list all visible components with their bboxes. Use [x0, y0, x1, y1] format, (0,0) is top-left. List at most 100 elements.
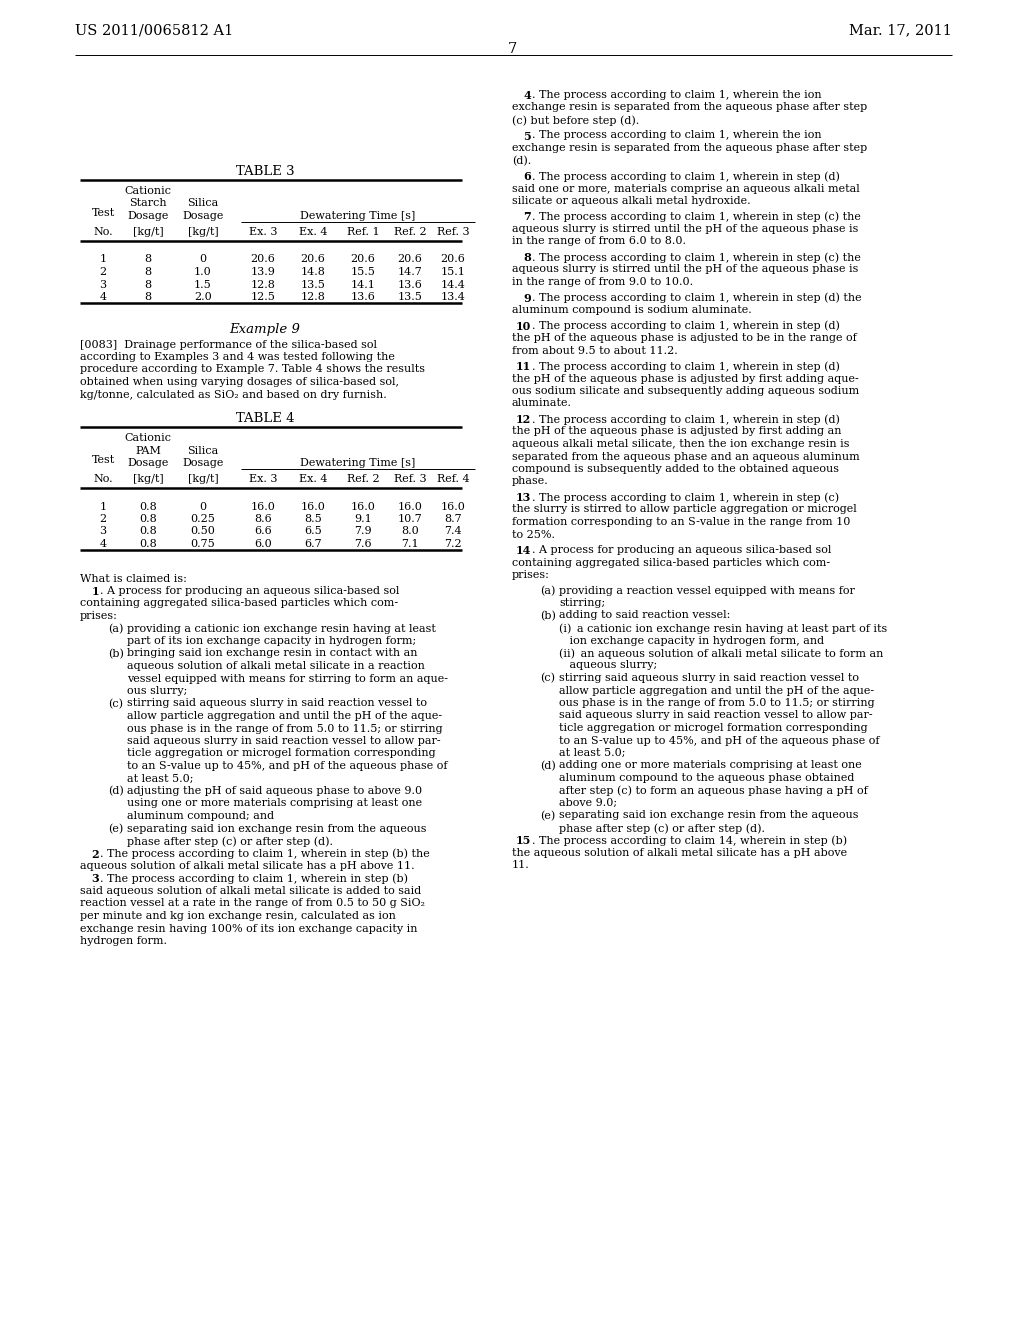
Text: ous phase is in the range of from 5.0 to 11.5; or stirring: ous phase is in the range of from 5.0 to…: [127, 723, 442, 734]
Text: (e): (e): [540, 810, 555, 821]
Text: 6.0: 6.0: [254, 539, 272, 549]
Text: 7.2: 7.2: [444, 539, 462, 549]
Text: What is claimed is:: What is claimed is:: [80, 573, 186, 583]
Text: aqueous alkali metal silicate, then the ion exchange resin is: aqueous alkali metal silicate, then the …: [512, 440, 850, 449]
Text: 0: 0: [200, 255, 207, 264]
Text: 7.1: 7.1: [401, 539, 419, 549]
Text: . The process according to claim 1, wherein in step (b): . The process according to claim 1, wher…: [100, 874, 408, 884]
Text: Test: Test: [91, 455, 115, 465]
Text: phase after step (c) or after step (d).: phase after step (c) or after step (d).: [127, 836, 333, 846]
Text: 7.6: 7.6: [354, 539, 372, 549]
Text: silicate or aqueous alkali metal hydroxide.: silicate or aqueous alkali metal hydroxi…: [512, 195, 751, 206]
Text: 20.6: 20.6: [440, 255, 466, 264]
Text: stirring;: stirring;: [559, 598, 605, 609]
Text: exchange resin is separated from the aqueous phase after step: exchange resin is separated from the aqu…: [512, 143, 867, 153]
Text: Ex. 4: Ex. 4: [299, 227, 328, 238]
Text: 11: 11: [516, 360, 531, 372]
Text: (d): (d): [108, 785, 124, 796]
Text: . A process for producing an aqueous silica-based sol: . A process for producing an aqueous sil…: [100, 586, 399, 597]
Text: prises:: prises:: [80, 611, 118, 620]
Text: adding to said reaction vessel:: adding to said reaction vessel:: [559, 610, 730, 620]
Text: 14.1: 14.1: [350, 280, 376, 289]
Text: Mar. 17, 2011: Mar. 17, 2011: [849, 22, 952, 37]
Text: 2: 2: [99, 267, 106, 277]
Text: after step (c) to form an aqueous phase having a pH of: after step (c) to form an aqueous phase …: [559, 785, 867, 796]
Text: using one or more materials comprising at least one: using one or more materials comprising a…: [127, 799, 422, 808]
Text: Dosage: Dosage: [127, 458, 169, 469]
Text: 1.0: 1.0: [195, 267, 212, 277]
Text: said aqueous slurry in said reaction vessel to allow par-: said aqueous slurry in said reaction ves…: [559, 710, 872, 721]
Text: adding one or more materials comprising at least one: adding one or more materials comprising …: [559, 760, 862, 771]
Text: Dosage: Dosage: [182, 458, 223, 469]
Text: 6: 6: [523, 172, 531, 182]
Text: to 25%.: to 25%.: [512, 529, 555, 540]
Text: 9: 9: [523, 293, 531, 304]
Text: per minute and kg ion exchange resin, calculated as ion: per minute and kg ion exchange resin, ca…: [80, 911, 396, 921]
Text: (b): (b): [540, 610, 556, 620]
Text: separating said ion exchange resin from the aqueous: separating said ion exchange resin from …: [127, 824, 427, 833]
Text: part of its ion exchange capacity in hydrogen form;: part of its ion exchange capacity in hyd…: [127, 636, 416, 645]
Text: ticle aggregation or microgel formation corresponding: ticle aggregation or microgel formation …: [127, 748, 435, 759]
Text: 13: 13: [516, 492, 531, 503]
Text: Ex. 3: Ex. 3: [249, 227, 278, 238]
Text: 16.0: 16.0: [440, 502, 466, 511]
Text: aluminum compound to the aqueous phase obtained: aluminum compound to the aqueous phase o…: [559, 774, 854, 783]
Text: aqueous slurry;: aqueous slurry;: [559, 660, 657, 671]
Text: Ref. 1: Ref. 1: [347, 227, 379, 238]
Text: 16.0: 16.0: [251, 502, 275, 511]
Text: at least 5.0;: at least 5.0;: [559, 748, 626, 758]
Text: to an S-value up to 45%, and pH of the aqueous phase of: to an S-value up to 45%, and pH of the a…: [559, 735, 880, 746]
Text: 5: 5: [523, 131, 531, 141]
Text: Starch: Starch: [129, 198, 167, 209]
Text: [kg/t]: [kg/t]: [133, 227, 164, 238]
Text: allow particle aggregation and until the pH of the aque-: allow particle aggregation and until the…: [127, 711, 442, 721]
Text: 8.7: 8.7: [444, 513, 462, 524]
Text: ous slurry;: ous slurry;: [127, 686, 187, 696]
Text: 20.6: 20.6: [301, 255, 326, 264]
Text: 13.6: 13.6: [350, 292, 376, 302]
Text: 9.1: 9.1: [354, 513, 372, 524]
Text: . A process for producing an aqueous silica-based sol: . A process for producing an aqueous sil…: [532, 545, 831, 554]
Text: 20.6: 20.6: [397, 255, 423, 264]
Text: 8: 8: [144, 255, 152, 264]
Text: ion exchange capacity in hydrogen form, and: ion exchange capacity in hydrogen form, …: [559, 635, 824, 645]
Text: 2: 2: [99, 513, 106, 524]
Text: 15.5: 15.5: [350, 267, 376, 277]
Text: adjusting the pH of said aqueous phase to above 9.0: adjusting the pH of said aqueous phase t…: [127, 785, 422, 796]
Text: hydrogen form.: hydrogen form.: [80, 936, 167, 946]
Text: the aqueous solution of alkali metal silicate has a pH above: the aqueous solution of alkali metal sil…: [512, 847, 847, 858]
Text: 3: 3: [91, 874, 99, 884]
Text: procedure according to Example 7. Table 4 shows the results: procedure according to Example 7. Table …: [80, 364, 425, 375]
Text: Ref. 4: Ref. 4: [436, 474, 469, 484]
Text: 16.0: 16.0: [301, 502, 326, 511]
Text: 11.: 11.: [512, 861, 529, 870]
Text: 8: 8: [144, 292, 152, 302]
Text: 13.5: 13.5: [397, 292, 423, 302]
Text: TABLE 3: TABLE 3: [236, 165, 294, 178]
Text: separated from the aqueous phase and an aqueous aluminum: separated from the aqueous phase and an …: [512, 451, 860, 462]
Text: 2.0: 2.0: [195, 292, 212, 302]
Text: exchange resin is separated from the aqueous phase after step: exchange resin is separated from the aqu…: [512, 103, 867, 112]
Text: Dosage: Dosage: [182, 211, 223, 220]
Text: (e): (e): [108, 824, 123, 834]
Text: 12.8: 12.8: [251, 280, 275, 289]
Text: (a): (a): [540, 586, 555, 595]
Text: the slurry is stirred to allow particle aggregation or microgel: the slurry is stirred to allow particle …: [512, 504, 857, 515]
Text: aqueous solution of alkali metal silicate in a reaction: aqueous solution of alkali metal silicat…: [127, 661, 425, 671]
Text: compound is subsequently added to the obtained aqueous: compound is subsequently added to the ob…: [512, 465, 839, 474]
Text: 12: 12: [516, 414, 531, 425]
Text: 8.6: 8.6: [254, 513, 272, 524]
Text: (b): (b): [108, 648, 124, 659]
Text: at least 5.0;: at least 5.0;: [127, 774, 194, 784]
Text: ous phase is in the range of from 5.0 to 11.5; or stirring: ous phase is in the range of from 5.0 to…: [559, 698, 874, 708]
Text: 0.8: 0.8: [139, 527, 157, 536]
Text: 0.25: 0.25: [190, 513, 215, 524]
Text: 16.0: 16.0: [397, 502, 423, 511]
Text: Test: Test: [91, 209, 115, 218]
Text: . The process according to claim 1, wherein the ion: . The process according to claim 1, wher…: [532, 131, 821, 140]
Text: to an S-value up to 45%, and pH of the aqueous phase of: to an S-value up to 45%, and pH of the a…: [127, 762, 447, 771]
Text: 13.4: 13.4: [440, 292, 466, 302]
Text: Dewatering Time [s]: Dewatering Time [s]: [300, 458, 416, 469]
Text: No.: No.: [93, 227, 113, 238]
Text: 0.8: 0.8: [139, 513, 157, 524]
